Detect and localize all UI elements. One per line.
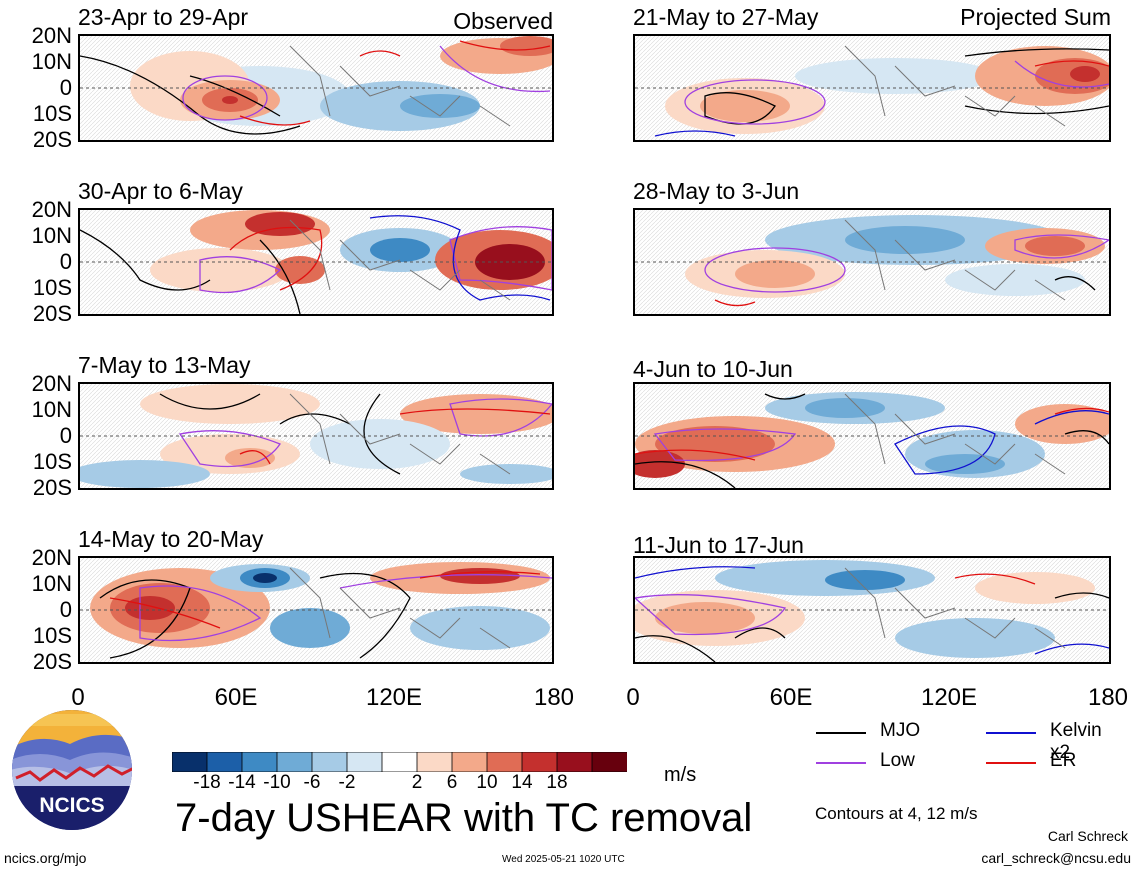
map-panel-1: [78, 34, 554, 142]
legend-label-er: ER: [1050, 750, 1077, 771]
lon-label: 120E: [365, 684, 423, 711]
lat-label: 20S: [32, 475, 72, 500]
footer-timestamp: Wed 2025-05-21 1020 UTC: [502, 854, 625, 865]
colorbar-swatch: [241, 751, 278, 773]
colorbar-swatch: [556, 751, 593, 773]
lat-label: 10N: [31, 397, 72, 422]
panel-title-2: 30-Apr to 6-May: [78, 178, 243, 204]
colorbar: [171, 751, 628, 773]
colorbar-swatch: [591, 751, 628, 773]
colorbar-tick-label: -18: [193, 772, 221, 793]
colorbar-tick-label: 2: [411, 772, 423, 793]
lat-label: 0: [59, 75, 72, 100]
legend-swatch-mjo: [816, 732, 866, 734]
colorbar-swatch: [451, 751, 488, 773]
colorbar-swatch: [206, 751, 243, 773]
contours-note: Contours at 4, 12 m/s: [815, 804, 978, 823]
logo-text: NCICS: [39, 794, 104, 817]
projected-label: Projected Sum: [960, 4, 1111, 30]
lon-label: 0: [626, 684, 640, 711]
colorbar-swatch: [486, 751, 523, 773]
legend-label-kelvin: Kelvin x2: [1050, 720, 1102, 763]
lat-label: 20N: [31, 197, 72, 222]
lat-label: 20N: [31, 23, 72, 48]
lat-label: 20N: [31, 371, 72, 396]
colorbar-swatch: [416, 751, 453, 773]
map-panel-2: [78, 208, 554, 316]
lat-label: 10S: [32, 449, 72, 474]
map-panel-6: [633, 208, 1111, 316]
panel-title-8: 11-Jun to 17-Jun: [633, 532, 804, 558]
colorbar-swatch: [381, 751, 418, 773]
footer-url[interactable]: ncics.org/mjo: [4, 850, 87, 866]
lat-label: 20S: [32, 301, 72, 326]
colorbar-swatches: [171, 751, 628, 773]
colorbar-swatch: [276, 751, 313, 773]
colorbar-tick-label: 10: [476, 772, 498, 793]
lon-label: 60E: [769, 684, 813, 711]
panel-title-6: 28-May to 3-Jun: [633, 178, 800, 204]
colorbar-swatch: [171, 751, 208, 773]
observed-label: Observed: [453, 8, 553, 34]
main-title: 7-day USHEAR with TC removal: [175, 796, 753, 840]
lat-label: 10N: [31, 49, 72, 74]
lon-label: 120E: [920, 684, 978, 711]
colorbar-tick-label: -10: [263, 772, 291, 793]
map-panel-3: [78, 382, 554, 490]
lat-label: 10N: [31, 223, 72, 248]
colorbar-tick-label: -14: [228, 772, 256, 793]
lat-label: 10S: [32, 101, 72, 126]
legend-swatch-low: [816, 762, 866, 764]
legend-label-mjo: MJO: [880, 720, 921, 741]
lat-label: 10S: [32, 275, 72, 300]
colorbar-tick-label: 6: [446, 772, 458, 793]
map-panel-8: [633, 556, 1111, 664]
lat-label: 10N: [31, 571, 72, 596]
legend-swatch-kelvin: [986, 732, 1036, 734]
lat-label: 20S: [32, 649, 72, 674]
legend-label-low: Low: [880, 750, 915, 771]
colorbar-swatch: [311, 751, 348, 773]
panel-title-5: 21-May to 27-May: [633, 4, 819, 30]
colorbar-swatch: [346, 751, 383, 773]
lon-label: 0: [71, 684, 85, 711]
colorbar-tick-label: 14: [511, 772, 533, 793]
lat-label: 20S: [32, 127, 72, 152]
colorbar-labels: -18 -14 -10 -6 -2 2 6 10 14 18: [172, 772, 627, 796]
map-panel-7: [633, 382, 1111, 490]
colorbar-units: m/s: [664, 764, 697, 786]
lat-label: 0: [59, 597, 72, 622]
ncics-logo: NCICS: [10, 708, 134, 832]
colorbar-tick-label: 18: [546, 772, 568, 793]
colorbar-swatch: [521, 751, 558, 773]
lon-label: 180: [1087, 684, 1129, 711]
lat-label: 0: [59, 249, 72, 274]
footer-email[interactable]: carl_schreck@ncsu.edu: [981, 850, 1131, 866]
legend-swatch-er: [986, 762, 1036, 764]
lon-label: 60E: [214, 684, 258, 711]
panel-title-7: 4-Jun to 10-Jun: [633, 356, 793, 382]
map-panel-5: [633, 34, 1111, 142]
contour-legend: MJO Kelvin x2 Low ER: [816, 720, 1126, 780]
colorbar-tick-label: -2: [338, 772, 356, 793]
lon-label: 180: [533, 684, 575, 711]
panel-title-1: 23-Apr to 29-Apr: [78, 4, 249, 30]
lat-label: 0: [59, 423, 72, 448]
map-panel-4: [78, 556, 554, 664]
lat-label: 20N: [31, 545, 72, 570]
panel-title-4: 14-May to 20-May: [78, 526, 264, 552]
lat-label: 10S: [32, 623, 72, 648]
footer-author: Carl Schreck: [1047, 828, 1128, 844]
panel-title-3: 7-May to 13-May: [78, 352, 251, 378]
colorbar-tick-label: -6: [303, 772, 321, 793]
